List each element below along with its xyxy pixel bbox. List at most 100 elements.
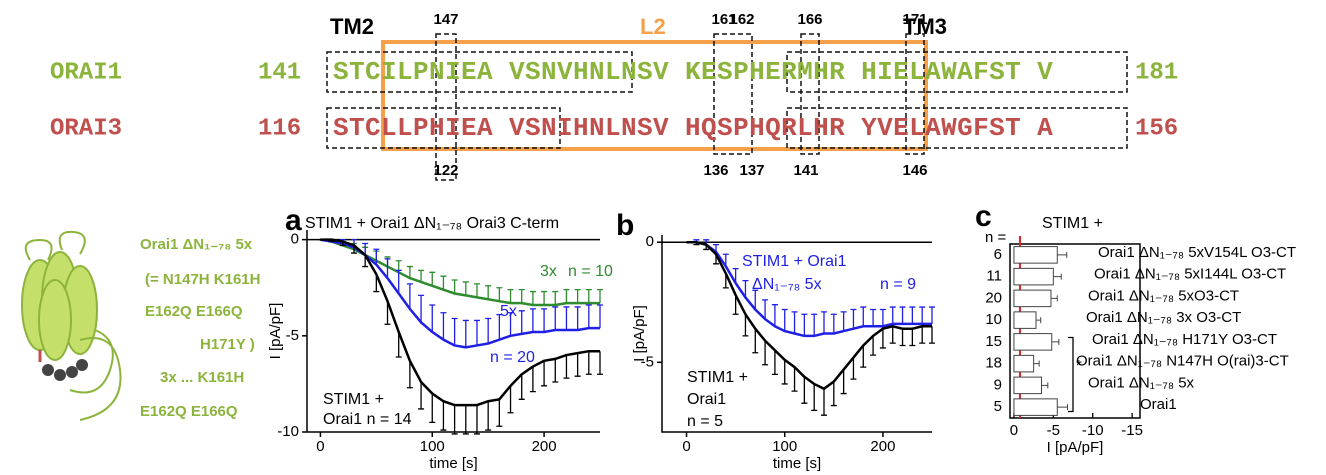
error-bar bbox=[418, 269, 425, 282]
n-value: 20 bbox=[985, 289, 1002, 306]
error-bar bbox=[801, 376, 808, 404]
error-bar bbox=[395, 331, 402, 358]
error-bar bbox=[909, 306, 916, 324]
n-value: 6 bbox=[994, 246, 1002, 263]
position-label: 161 bbox=[711, 11, 736, 28]
sequence-name: ORAI1 bbox=[50, 59, 122, 86]
error-bar bbox=[440, 401, 447, 431]
n-value: 10 bbox=[985, 311, 1002, 328]
error-bar bbox=[1057, 251, 1068, 258]
error-bar bbox=[406, 360, 413, 389]
position-label: 137 bbox=[739, 162, 764, 179]
error-bar bbox=[384, 301, 391, 325]
annotation: Orai1 bbox=[687, 391, 726, 408]
error-bar bbox=[781, 359, 788, 385]
error-bar bbox=[732, 295, 739, 315]
error-bar bbox=[518, 374, 525, 400]
bar bbox=[1013, 376, 1043, 395]
chart-title: STIM1 + bbox=[1042, 215, 1103, 232]
error-bar bbox=[597, 351, 603, 375]
error-bar bbox=[781, 308, 788, 332]
annotation: Orai1 n = 14 bbox=[323, 411, 412, 428]
error-bar bbox=[462, 281, 469, 296]
trace bbox=[320, 238, 600, 407]
row-label: Orai1 ΔN₁₋₇₈ N147H O(rai)3-CT bbox=[1076, 353, 1289, 370]
annotation: n = 9 bbox=[880, 276, 916, 293]
trace bbox=[686, 240, 932, 338]
error-bar bbox=[585, 351, 592, 375]
error-bar bbox=[507, 385, 514, 414]
error-bar bbox=[574, 306, 581, 331]
n-value: 5 bbox=[994, 398, 1002, 415]
error-bar bbox=[406, 283, 413, 309]
x-tick-label: 0 bbox=[316, 438, 324, 455]
error-bar bbox=[429, 271, 436, 286]
position-box bbox=[435, 33, 457, 181]
schematic-label: E162Q E166Q bbox=[145, 303, 243, 320]
trace bbox=[320, 238, 600, 307]
schematic-label: Orai1 ΔN₁₋₇₈ 5x bbox=[140, 236, 253, 253]
error-bar bbox=[585, 288, 592, 304]
error-bar bbox=[919, 326, 926, 344]
error-bar bbox=[771, 304, 778, 327]
x-tick-label: -10 bbox=[1082, 422, 1104, 439]
tm3-box bbox=[786, 51, 1128, 93]
y-tick-label: 0 bbox=[646, 233, 654, 250]
tm3-label: TM3 bbox=[903, 14, 947, 39]
position-label: 171 bbox=[902, 11, 927, 28]
error-bar bbox=[1050, 295, 1058, 302]
error-bar bbox=[830, 381, 837, 407]
schematic-label: (= N147H K161H bbox=[145, 271, 260, 288]
error-bar bbox=[552, 358, 559, 383]
error-bar bbox=[429, 393, 436, 424]
error-bar bbox=[541, 360, 548, 387]
error-bar bbox=[496, 313, 503, 340]
error-bar bbox=[440, 275, 447, 290]
x-axis-label: time [s] bbox=[773, 455, 821, 472]
annotation: STIM1 + bbox=[323, 391, 384, 408]
error-bar bbox=[518, 288, 525, 304]
annotation: STIM1 + Orai1 bbox=[742, 253, 847, 270]
trace bbox=[686, 240, 932, 391]
annotation: 5x bbox=[500, 303, 517, 320]
error-bar bbox=[762, 340, 769, 366]
error-bar bbox=[563, 288, 570, 304]
schematic-label: E162Q E166Q bbox=[140, 403, 238, 420]
error-bar bbox=[395, 269, 402, 294]
bar bbox=[1013, 267, 1054, 286]
sequence: STCILPNIEA VSNVHNLNSV KESPHERMHR HIELAWA… bbox=[333, 57, 1053, 87]
error-bar bbox=[899, 306, 906, 324]
annotation: n = 10 bbox=[568, 263, 613, 280]
beads bbox=[42, 359, 88, 381]
panel-letter: c bbox=[975, 200, 992, 233]
error-bar bbox=[406, 265, 413, 279]
error-bar bbox=[791, 367, 798, 392]
x-tick-label: 200 bbox=[870, 438, 895, 455]
position-label: 136 bbox=[703, 162, 728, 179]
error-bar bbox=[529, 290, 536, 306]
row-label: Orai1 ΔN₁₋₇₈ H171Y O3-CT bbox=[1092, 331, 1277, 348]
error-bar bbox=[771, 350, 778, 375]
error-bar bbox=[473, 319, 480, 346]
error-bar bbox=[929, 326, 935, 344]
error-bar bbox=[541, 290, 548, 306]
error-bar bbox=[860, 345, 867, 368]
x-tick-label: 0 bbox=[682, 438, 690, 455]
error-bar bbox=[552, 290, 559, 306]
l2-label: L2 bbox=[640, 14, 666, 39]
error-bar bbox=[574, 288, 581, 304]
error-bar bbox=[1033, 360, 1040, 367]
error-bar bbox=[929, 306, 935, 324]
error-bar bbox=[899, 328, 906, 347]
error-bar bbox=[496, 287, 503, 302]
position-label: 147 bbox=[433, 11, 458, 28]
error-bar bbox=[597, 288, 603, 304]
x-axis-label: time [s] bbox=[429, 455, 477, 472]
position-label: 141 bbox=[793, 162, 818, 179]
sequence-name: ORAI3 bbox=[50, 115, 122, 142]
tm3-box bbox=[786, 107, 1128, 149]
error-bar bbox=[821, 311, 827, 334]
error-bar bbox=[529, 366, 536, 393]
error-bar bbox=[752, 289, 759, 310]
